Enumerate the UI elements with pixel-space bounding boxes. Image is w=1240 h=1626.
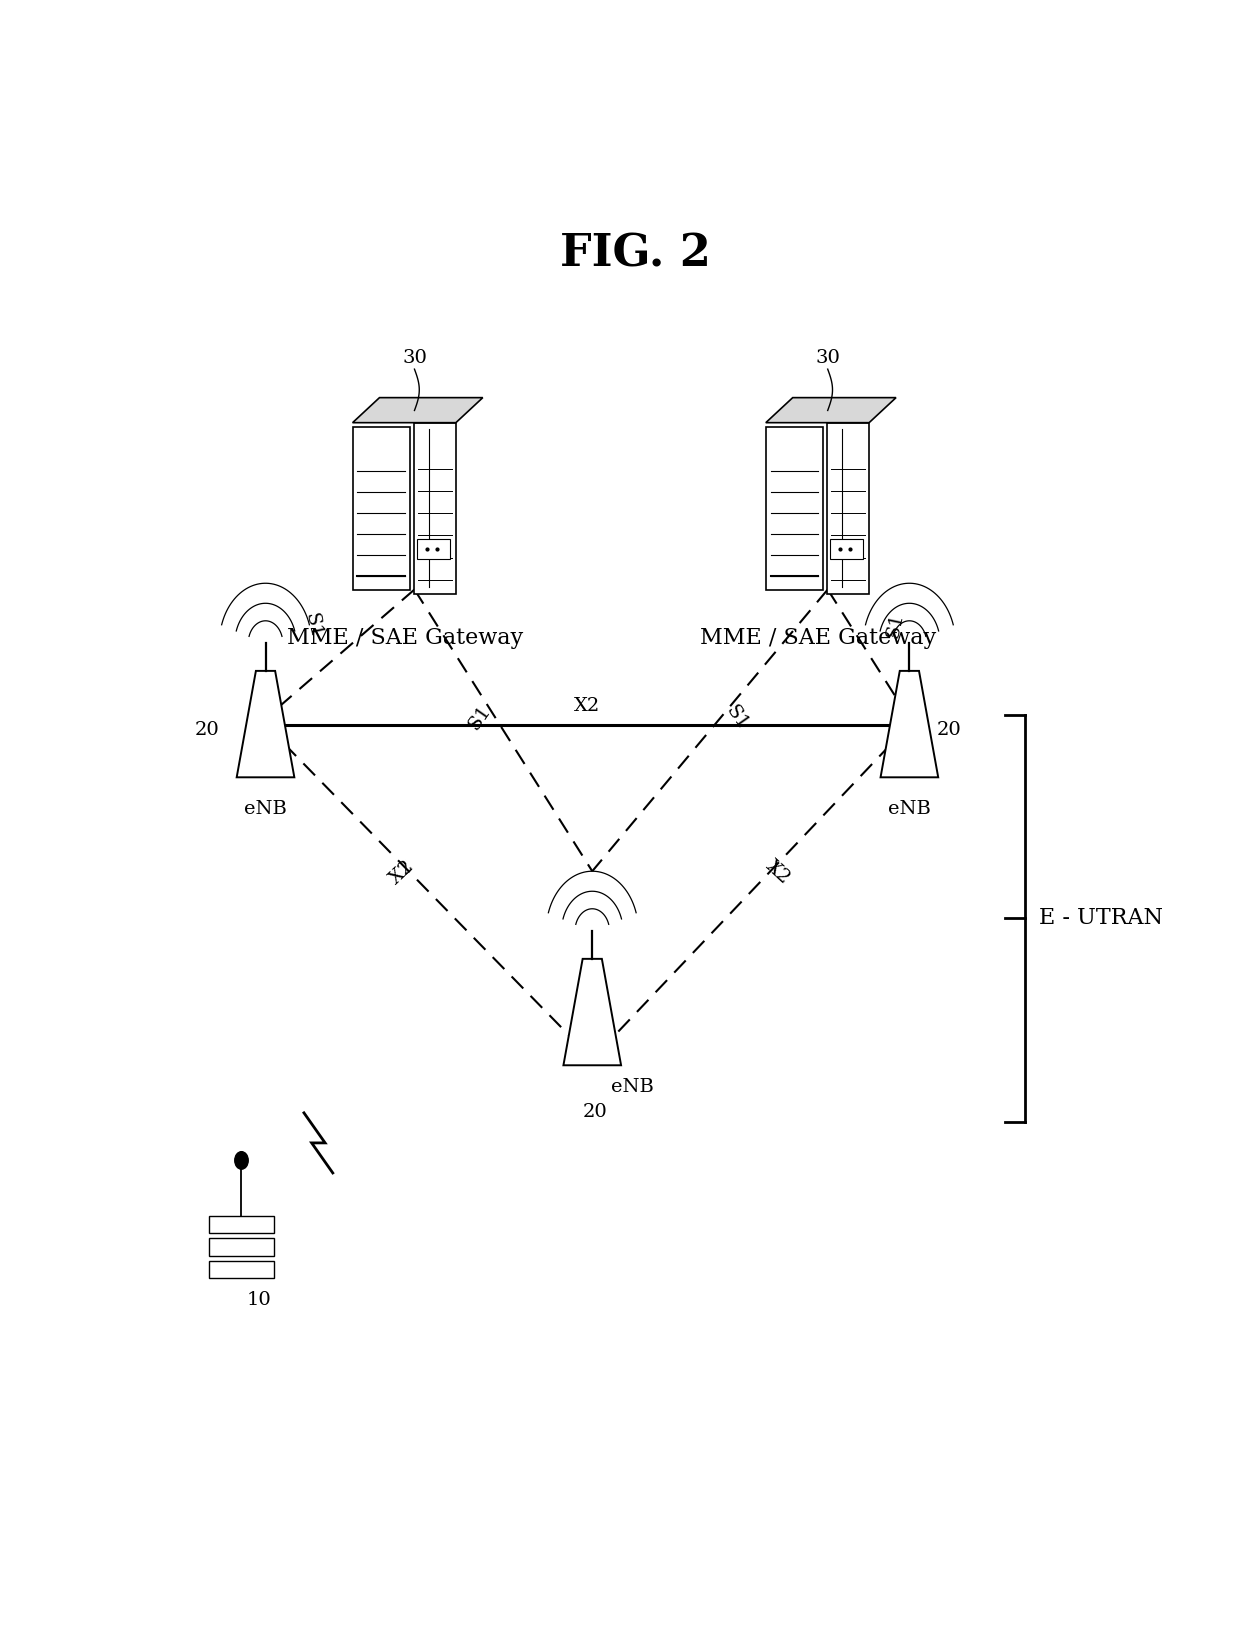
Text: 10: 10 (247, 1291, 272, 1309)
Polygon shape (237, 672, 294, 777)
Text: 30: 30 (402, 348, 427, 366)
Text: 30: 30 (815, 348, 841, 366)
Bar (208, 1216, 274, 1233)
Text: S1: S1 (465, 702, 494, 733)
Text: X2: X2 (386, 857, 418, 888)
Text: MME / SAE Gateway: MME / SAE Gateway (286, 628, 523, 649)
Bar (417, 538, 450, 559)
Polygon shape (352, 398, 482, 423)
Bar (831, 538, 863, 559)
Text: 20: 20 (195, 720, 219, 738)
Polygon shape (563, 959, 621, 1065)
Text: S1: S1 (722, 702, 751, 733)
Text: 20: 20 (583, 1102, 608, 1120)
Bar (208, 1237, 274, 1255)
Text: FIG. 2: FIG. 2 (560, 233, 711, 276)
Polygon shape (766, 398, 897, 423)
Bar (414, 423, 456, 593)
Bar (208, 1260, 274, 1278)
Text: eNB: eNB (888, 800, 931, 818)
Text: eNB: eNB (244, 800, 286, 818)
Text: S1: S1 (301, 611, 325, 641)
Text: X2: X2 (574, 696, 600, 715)
Circle shape (234, 1151, 248, 1169)
Bar (766, 426, 823, 590)
Text: E - UTRAN: E - UTRAN (1039, 907, 1163, 928)
Text: MME / SAE Gateway: MME / SAE Gateway (699, 628, 936, 649)
Text: eNB: eNB (611, 1078, 655, 1096)
Text: 20: 20 (936, 720, 961, 738)
Polygon shape (880, 672, 939, 777)
Text: X2: X2 (763, 857, 794, 888)
Text: S1: S1 (884, 611, 906, 641)
Bar (827, 423, 869, 593)
Bar (352, 426, 410, 590)
